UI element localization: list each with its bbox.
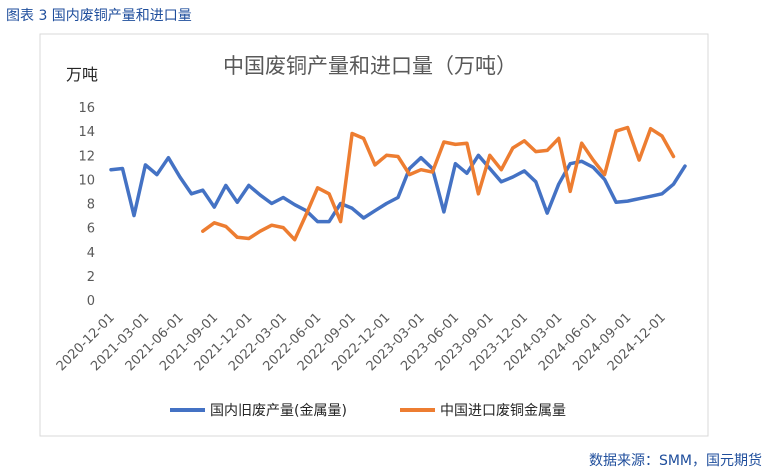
y-tick-label: 12 (78, 149, 95, 164)
legend-label-domestic: 国内旧废产量(金属量) (210, 403, 347, 419)
series-line-import (201, 125, 676, 242)
x-tick-labels: 2020-12-012021-03-012021-06-012021-09-01… (54, 310, 669, 374)
y-tick-label: 16 (78, 101, 95, 116)
chart-title: 中国废铜产量和进口量（万吨） (223, 54, 517, 78)
y-tick-label: 10 (78, 173, 95, 188)
y-tick-label: 6 (87, 222, 95, 237)
legend: 国内旧废产量(金属量) 中国进口废铜金属量 (170, 403, 566, 419)
y-tick-label: 2 (87, 270, 95, 285)
y-axis-unit: 万吨 (66, 65, 98, 84)
y-tick-label: 8 (87, 198, 95, 213)
y-tick-labels: 0 2 4 6 8 10 12 14 16 (78, 101, 95, 309)
y-tick-label: 4 (87, 246, 95, 261)
series-layer (109, 125, 687, 242)
y-tick-label: 14 (78, 125, 95, 140)
legend-label-import: 中国进口废铜金属量 (440, 403, 566, 419)
source-note: 数据来源：SMM，国元期货 (588, 453, 762, 469)
chart-frame (39, 33, 709, 437)
figure-caption: 图表 3 国内废铜产量和进口量 (6, 8, 192, 24)
y-tick-label: 0 (87, 294, 95, 309)
series-line-domestic (109, 153, 687, 224)
